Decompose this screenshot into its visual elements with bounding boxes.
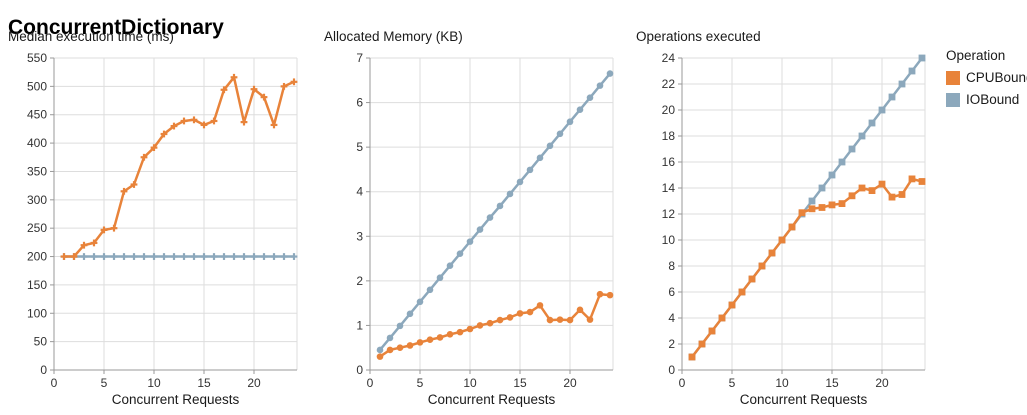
svg-text:500: 500: [27, 79, 47, 93]
svg-text:5: 5: [729, 376, 736, 390]
chart-median-execution-time-canvas: 0 50 100 150 200 250 300 350 400 450 500 550 0 5 10 15 2…: [27, 51, 298, 390]
svg-text:1: 1: [356, 318, 363, 332]
x-axis-label: Concurrent Requests: [739, 392, 868, 407]
svg-text:24: 24: [662, 51, 676, 65]
svg-text:15: 15: [197, 376, 211, 390]
chart-operations-executed: Operations executed 0 2 4 6 8 10 12 14 16 18 20 22 2…: [636, 28, 946, 407]
legend-label: IOBound: [966, 92, 1020, 107]
chart-median-execution-time: Median execution time (ms) 0 50 100 150 200 2…: [8, 28, 318, 407]
svg-text:10: 10: [463, 376, 477, 390]
x-axis-label: Concurrent Requests: [427, 392, 556, 407]
legend-item-cpubound: CPUBound: [946, 70, 1027, 85]
svg-text:150: 150: [27, 278, 47, 292]
svg-text:15: 15: [513, 376, 527, 390]
svg-text:20: 20: [563, 376, 577, 390]
chart-title: Allocated Memory (KB): [324, 29, 463, 44]
svg-text:20: 20: [875, 376, 889, 390]
chart-allocated-memory-canvas: 0 1 2 3 4 5 6 7 0 5 10 15 20: [356, 51, 614, 390]
svg-text:0: 0: [40, 363, 47, 377]
svg-text:550: 550: [27, 51, 47, 65]
chart-title: Operations executed: [636, 29, 761, 44]
svg-text:100: 100: [27, 306, 47, 320]
svg-text:6: 6: [356, 96, 363, 110]
svg-text:0: 0: [51, 376, 58, 390]
svg-text:18: 18: [662, 129, 676, 143]
svg-text:15: 15: [825, 376, 839, 390]
svg-text:8: 8: [668, 259, 675, 273]
svg-text:0: 0: [668, 363, 675, 377]
svg-text:200: 200: [27, 250, 47, 264]
svg-text:14: 14: [662, 181, 676, 195]
page-title: ConcurrentDictionary: [8, 16, 224, 40]
svg-text:6: 6: [668, 285, 675, 299]
svg-text:350: 350: [27, 164, 47, 178]
svg-text:5: 5: [417, 376, 424, 390]
svg-text:0: 0: [367, 376, 374, 390]
svg-text:2: 2: [356, 274, 363, 288]
iobound-swatch-icon: [946, 92, 960, 107]
legend-title: Operation: [946, 48, 1006, 63]
svg-text:5: 5: [101, 376, 108, 390]
svg-text:0: 0: [679, 376, 686, 390]
svg-text:10: 10: [662, 233, 676, 247]
svg-text:3: 3: [356, 229, 363, 243]
cpubound-swatch-icon: [946, 70, 960, 85]
svg-text:250: 250: [27, 221, 47, 235]
x-axis-label: Concurrent Requests: [111, 392, 240, 407]
svg-text:4: 4: [668, 311, 675, 325]
svg-text:300: 300: [27, 193, 47, 207]
svg-text:450: 450: [27, 108, 47, 122]
legend: Operation CPUBound IOBound: [946, 48, 1027, 114]
svg-text:10: 10: [775, 376, 789, 390]
svg-text:400: 400: [27, 136, 47, 150]
svg-text:2: 2: [668, 337, 675, 351]
svg-text:7: 7: [356, 51, 363, 65]
svg-text:4: 4: [356, 185, 363, 199]
legend-label: CPUBound: [966, 70, 1027, 85]
svg-text:22: 22: [662, 77, 676, 91]
svg-text:10: 10: [147, 376, 161, 390]
svg-text:12: 12: [662, 207, 676, 221]
chart-allocated-memory: Allocated Memory (KB) 0 1 2 3 4 5 6 7 0 5 10 15 20 C…: [324, 28, 634, 407]
legend-item-iobound: IOBound: [946, 92, 1027, 107]
svg-text:20: 20: [662, 103, 676, 117]
svg-text:5: 5: [356, 140, 363, 154]
svg-text:20: 20: [247, 376, 261, 390]
chart-title: Median execution time (ms): [8, 29, 174, 44]
svg-text:50: 50: [34, 335, 48, 349]
svg-text:16: 16: [662, 155, 676, 169]
svg-text:0: 0: [356, 363, 363, 377]
